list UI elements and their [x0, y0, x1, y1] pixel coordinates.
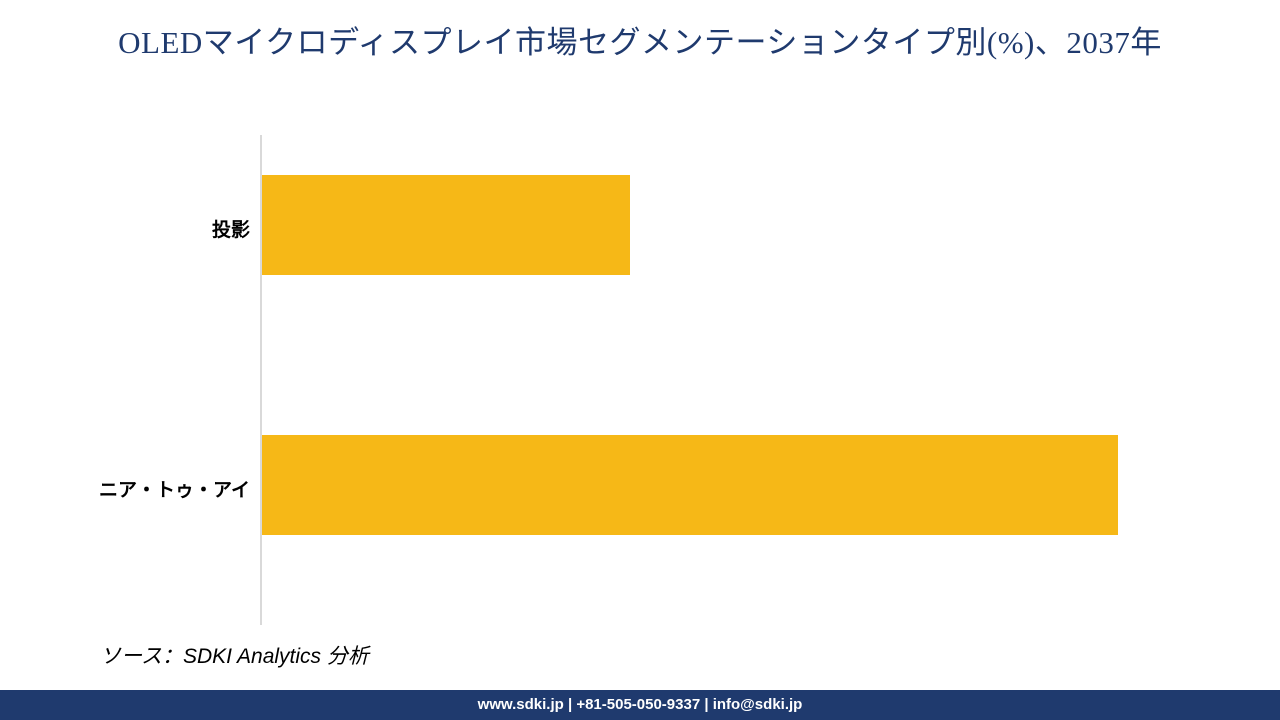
- bar-row-near-to-eye: [262, 435, 1118, 535]
- bar-projection: [262, 175, 630, 275]
- footer-bar: www.sdki.jp | +81-505-050-9337 | info@sd…: [0, 690, 1280, 720]
- bar-near-to-eye: [262, 435, 1118, 535]
- bar-row-projection: [262, 175, 630, 275]
- chart-title: OLEDマイクロディスプレイ市場セグメンテーションタイプ別(%)、2037年: [0, 0, 1280, 64]
- bar-label-near-to-eye: ニア・トゥ・アイ: [30, 475, 250, 502]
- source-text: ソース：SDKI Analytics 分析: [100, 640, 369, 670]
- chart-plot-area: 投影 ニア・トゥ・アイ: [260, 135, 1180, 625]
- bar-label-projection: 投影: [30, 215, 250, 242]
